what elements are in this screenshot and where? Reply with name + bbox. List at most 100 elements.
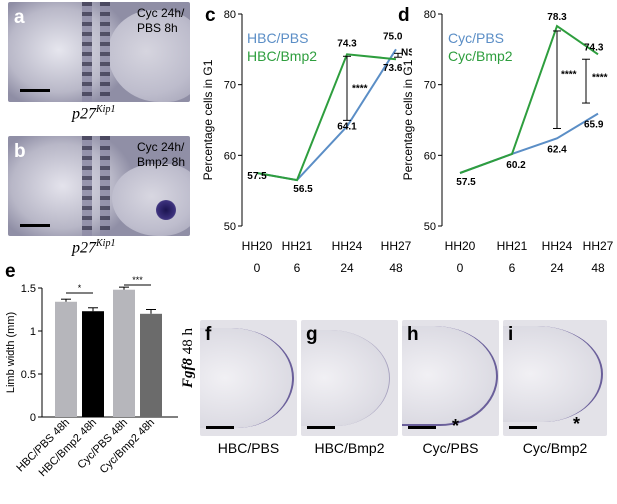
y-tick-label: 70 xyxy=(424,80,436,92)
asterisk-i: * xyxy=(573,414,581,434)
sig-label-1: *** xyxy=(132,275,143,285)
data-label: 78.3 xyxy=(547,12,567,23)
bar-0 xyxy=(55,301,77,417)
bar-1 xyxy=(82,311,104,417)
scale-bar-h xyxy=(408,426,436,429)
series-line-1 xyxy=(459,24,599,174)
limb-photo-g: g xyxy=(301,320,398,436)
x-hour-label: 48 xyxy=(389,261,403,272)
data-label: 65.9 xyxy=(584,120,604,131)
scale-bar-b xyxy=(20,224,50,227)
panel-label-d: d xyxy=(398,5,410,26)
scale-bar-i xyxy=(509,426,537,429)
legend-entry-1: Cyc/Bmp2 xyxy=(448,48,513,64)
x-hour-label: 24 xyxy=(340,261,354,272)
panel-label-e: e xyxy=(5,261,16,282)
panel-label-b: b xyxy=(14,141,26,162)
gene-label-a: p27Kip1 xyxy=(72,104,116,123)
caption-i: Cyc/Bmp2 xyxy=(522,440,588,456)
bar-3 xyxy=(140,313,162,417)
limb-photo-f: f xyxy=(200,320,297,436)
data-label: 74.3 xyxy=(337,38,357,49)
legend-entry-1: HBC/Bmp2 xyxy=(247,48,317,64)
y-tick-label: 50 xyxy=(224,221,236,233)
sig-label: **** xyxy=(561,70,577,81)
panel-label-a: a xyxy=(14,7,25,28)
x-hour-label: 0 xyxy=(457,261,464,272)
limb-shape-g xyxy=(301,330,390,426)
bar-2 xyxy=(113,289,135,417)
asterisk-h: * xyxy=(452,416,460,436)
photo-text-b-line2: Bmp2 8h xyxy=(137,155,186,169)
data-label: 56.5 xyxy=(293,184,313,195)
photo-text-a-line1: Cyc 24h/ xyxy=(137,6,185,20)
y-tick-label: 70 xyxy=(224,80,236,92)
somites-b-1 xyxy=(82,136,92,236)
scale-bar-g xyxy=(307,426,335,429)
x-hour-label: 6 xyxy=(294,261,301,272)
panel-label-f: f xyxy=(205,324,212,345)
limb-bud-right-a xyxy=(108,10,190,102)
sig-label: **** xyxy=(352,84,368,95)
legend-entry-0: HBC/PBS xyxy=(247,30,308,46)
x-hour-label: 0 xyxy=(254,261,261,272)
legend-entry-0: Cyc/PBS xyxy=(448,30,504,46)
panel-label-i: i xyxy=(508,324,514,345)
data-label: 74.3 xyxy=(584,42,604,53)
embryo-photo-a: Cyc 24h/ PBS 8h xyxy=(8,2,190,102)
data-label: 57.5 xyxy=(456,177,476,188)
panel-label-h: h xyxy=(407,324,419,345)
scale-bar-f xyxy=(206,426,234,429)
chart-c-marks: HBC/PBS HBC/Bmp2 57.5 56.5 64.1 74.3 75.0 73.6 *… xyxy=(247,30,412,195)
y-tick-label: 60 xyxy=(424,150,436,162)
limb-photo-h: h * xyxy=(402,320,499,436)
embryo-photo-b: Cyc 24h/ Bmp2 8h xyxy=(8,136,190,236)
x-stage-label: HH20 xyxy=(242,239,273,253)
series-line-0 xyxy=(256,48,397,182)
y-axis-label: Percentage cells in G1 xyxy=(401,59,415,180)
photo-text-a-line2: PBS 8h xyxy=(137,21,178,35)
data-label: 64.1 xyxy=(337,121,357,132)
photo-text-b-line1: Cyc 24h/ xyxy=(137,140,185,154)
series-line-1 xyxy=(256,53,397,182)
somites-b xyxy=(100,2,110,102)
x-stage-label: HH24 xyxy=(332,239,363,253)
chart-e: 0 0.5 1 1.5 Limb width (mm) HBC/PBS 48hHBC/B… xyxy=(5,275,178,479)
y-tick-label: 1 xyxy=(30,326,36,338)
series-line-0 xyxy=(459,112,599,174)
limb-bud-right-b xyxy=(112,164,190,236)
limb-shape-i xyxy=(503,326,603,422)
somites-b-2 xyxy=(100,136,110,236)
y-tick-label: 50 xyxy=(424,221,436,233)
x-stage-label: HH21 xyxy=(282,239,313,253)
limb-shape-f xyxy=(200,328,294,428)
data-label: 57.5 xyxy=(247,171,267,182)
sig-label-0: * xyxy=(78,283,82,293)
bead-stain-b xyxy=(156,200,176,220)
sig-label: **** xyxy=(592,72,608,83)
x-stage-label: HH27 xyxy=(381,239,412,253)
caption-f: HBC/PBS xyxy=(217,440,280,456)
data-label: 60.2 xyxy=(506,160,526,171)
limb-shape-h xyxy=(402,326,498,426)
y-tick-label: 60 xyxy=(224,150,236,162)
x-stage-label: HH27 xyxy=(583,239,614,253)
x-stage-label: HH20 xyxy=(445,239,476,253)
row-gene-label: Fgf8 48 h xyxy=(180,328,196,388)
somites-a xyxy=(82,2,92,102)
panel-label-c: c xyxy=(205,5,216,26)
limb-photo-i: i * xyxy=(503,320,607,436)
x-hour-label: 48 xyxy=(591,261,605,272)
gene-label-b: p27Kip1 xyxy=(72,238,116,257)
scale-bar-a xyxy=(20,89,50,92)
y-tick-label: 80 xyxy=(224,9,236,21)
y-axis-label: Percentage cells in G1 xyxy=(201,59,215,180)
panel-label-g: g xyxy=(306,324,318,345)
data-label: 62.4 xyxy=(547,144,567,155)
x-hour-label: 6 xyxy=(509,261,516,272)
y-axis-label: Limb width (mm) xyxy=(5,312,17,393)
caption-g: HBC/Bmp2 xyxy=(314,440,385,456)
